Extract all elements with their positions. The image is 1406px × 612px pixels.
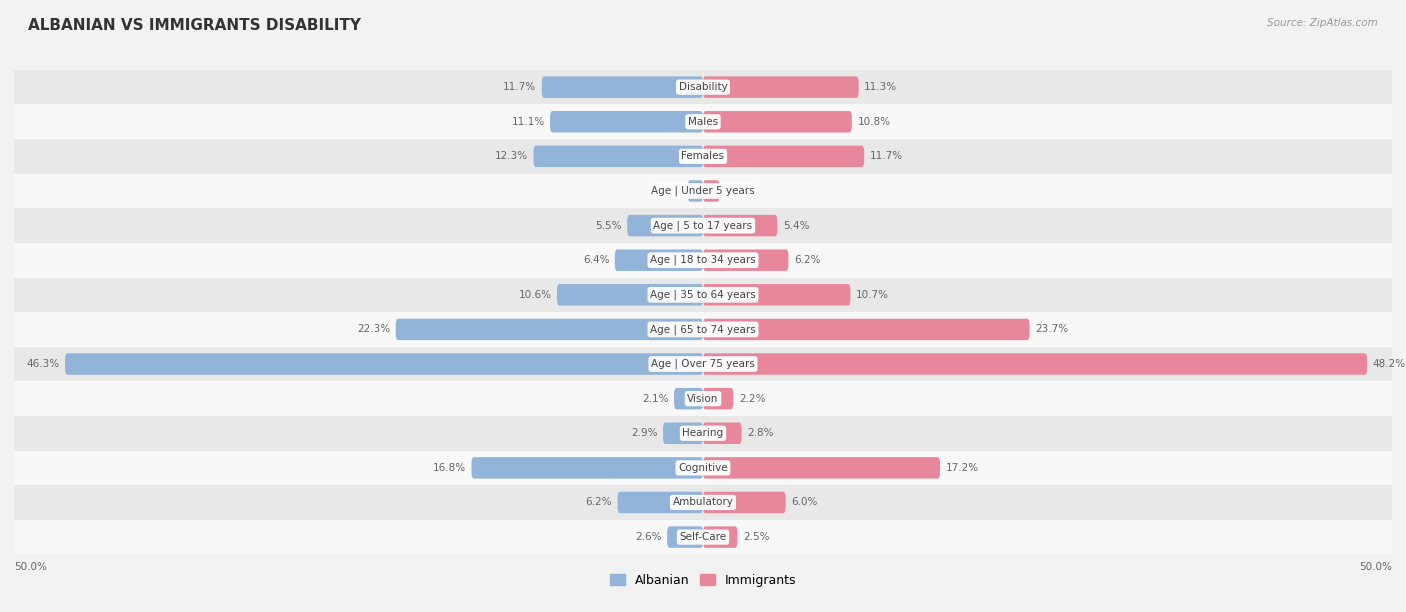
Text: Source: ZipAtlas.com: Source: ZipAtlas.com bbox=[1267, 18, 1378, 28]
Text: Age | Over 75 years: Age | Over 75 years bbox=[651, 359, 755, 369]
FancyBboxPatch shape bbox=[395, 319, 703, 340]
FancyBboxPatch shape bbox=[550, 111, 703, 132]
Text: 10.7%: 10.7% bbox=[856, 290, 889, 300]
Text: Vision: Vision bbox=[688, 394, 718, 404]
Text: 6.4%: 6.4% bbox=[583, 255, 609, 265]
FancyBboxPatch shape bbox=[557, 284, 703, 305]
Bar bbox=[14, 243, 1392, 277]
Text: Females: Females bbox=[682, 151, 724, 162]
Text: Age | Under 5 years: Age | Under 5 years bbox=[651, 185, 755, 196]
FancyBboxPatch shape bbox=[614, 250, 703, 271]
FancyBboxPatch shape bbox=[627, 215, 703, 236]
Text: 2.1%: 2.1% bbox=[643, 394, 669, 404]
FancyBboxPatch shape bbox=[703, 111, 852, 132]
Text: 12.3%: 12.3% bbox=[495, 151, 529, 162]
FancyBboxPatch shape bbox=[703, 457, 941, 479]
FancyBboxPatch shape bbox=[703, 388, 734, 409]
Text: 6.2%: 6.2% bbox=[585, 498, 612, 507]
Text: 2.6%: 2.6% bbox=[636, 532, 662, 542]
Text: 2.8%: 2.8% bbox=[747, 428, 773, 438]
Bar bbox=[14, 174, 1392, 208]
FancyBboxPatch shape bbox=[703, 284, 851, 305]
Text: 2.2%: 2.2% bbox=[738, 394, 765, 404]
FancyBboxPatch shape bbox=[703, 250, 789, 271]
FancyBboxPatch shape bbox=[617, 492, 703, 513]
FancyBboxPatch shape bbox=[703, 76, 859, 98]
FancyBboxPatch shape bbox=[471, 457, 703, 479]
FancyBboxPatch shape bbox=[703, 319, 1029, 340]
FancyBboxPatch shape bbox=[688, 181, 703, 202]
FancyBboxPatch shape bbox=[533, 146, 703, 167]
Text: 5.4%: 5.4% bbox=[783, 220, 810, 231]
FancyBboxPatch shape bbox=[703, 215, 778, 236]
Text: 50.0%: 50.0% bbox=[1360, 562, 1392, 572]
Text: 46.3%: 46.3% bbox=[27, 359, 59, 369]
Bar bbox=[14, 139, 1392, 174]
Bar bbox=[14, 416, 1392, 450]
Bar bbox=[14, 520, 1392, 554]
Bar bbox=[14, 70, 1392, 105]
Text: Age | 18 to 34 years: Age | 18 to 34 years bbox=[650, 255, 756, 266]
Bar bbox=[14, 450, 1392, 485]
Bar bbox=[14, 347, 1392, 381]
FancyBboxPatch shape bbox=[703, 422, 741, 444]
Text: 1.1%: 1.1% bbox=[655, 186, 682, 196]
Bar bbox=[14, 381, 1392, 416]
Text: 2.5%: 2.5% bbox=[742, 532, 769, 542]
Text: Hearing: Hearing bbox=[682, 428, 724, 438]
Text: Age | 35 to 64 years: Age | 35 to 64 years bbox=[650, 289, 756, 300]
Bar bbox=[14, 208, 1392, 243]
FancyBboxPatch shape bbox=[65, 353, 703, 375]
FancyBboxPatch shape bbox=[703, 181, 720, 202]
Bar bbox=[14, 485, 1392, 520]
Text: 10.8%: 10.8% bbox=[858, 117, 890, 127]
Text: 6.0%: 6.0% bbox=[792, 498, 817, 507]
Text: Cognitive: Cognitive bbox=[678, 463, 728, 473]
Bar bbox=[14, 277, 1392, 312]
Text: Age | 5 to 17 years: Age | 5 to 17 years bbox=[654, 220, 752, 231]
Bar bbox=[14, 105, 1392, 139]
Text: 50.0%: 50.0% bbox=[14, 562, 46, 572]
Text: 22.3%: 22.3% bbox=[357, 324, 391, 334]
Text: 17.2%: 17.2% bbox=[945, 463, 979, 473]
FancyBboxPatch shape bbox=[703, 526, 738, 548]
FancyBboxPatch shape bbox=[664, 422, 703, 444]
FancyBboxPatch shape bbox=[703, 353, 1367, 375]
Text: 11.7%: 11.7% bbox=[870, 151, 903, 162]
Text: Disability: Disability bbox=[679, 82, 727, 92]
Text: 6.2%: 6.2% bbox=[794, 255, 821, 265]
Text: Age | 65 to 74 years: Age | 65 to 74 years bbox=[650, 324, 756, 335]
Text: 11.3%: 11.3% bbox=[865, 82, 897, 92]
Legend: Albanian, Immigrants: Albanian, Immigrants bbox=[605, 569, 801, 592]
Text: 1.2%: 1.2% bbox=[725, 186, 752, 196]
Text: 10.6%: 10.6% bbox=[519, 290, 551, 300]
Text: ALBANIAN VS IMMIGRANTS DISABILITY: ALBANIAN VS IMMIGRANTS DISABILITY bbox=[28, 18, 361, 34]
FancyBboxPatch shape bbox=[703, 146, 865, 167]
FancyBboxPatch shape bbox=[673, 388, 703, 409]
Text: 11.1%: 11.1% bbox=[512, 117, 544, 127]
Text: Males: Males bbox=[688, 117, 718, 127]
FancyBboxPatch shape bbox=[668, 526, 703, 548]
Text: 16.8%: 16.8% bbox=[433, 463, 465, 473]
Text: 23.7%: 23.7% bbox=[1035, 324, 1069, 334]
Bar bbox=[14, 312, 1392, 347]
Text: Ambulatory: Ambulatory bbox=[672, 498, 734, 507]
Text: 2.9%: 2.9% bbox=[631, 428, 658, 438]
Text: Self-Care: Self-Care bbox=[679, 532, 727, 542]
Text: 11.7%: 11.7% bbox=[503, 82, 536, 92]
Text: 5.5%: 5.5% bbox=[595, 220, 621, 231]
FancyBboxPatch shape bbox=[703, 492, 786, 513]
Text: 48.2%: 48.2% bbox=[1372, 359, 1406, 369]
FancyBboxPatch shape bbox=[541, 76, 703, 98]
